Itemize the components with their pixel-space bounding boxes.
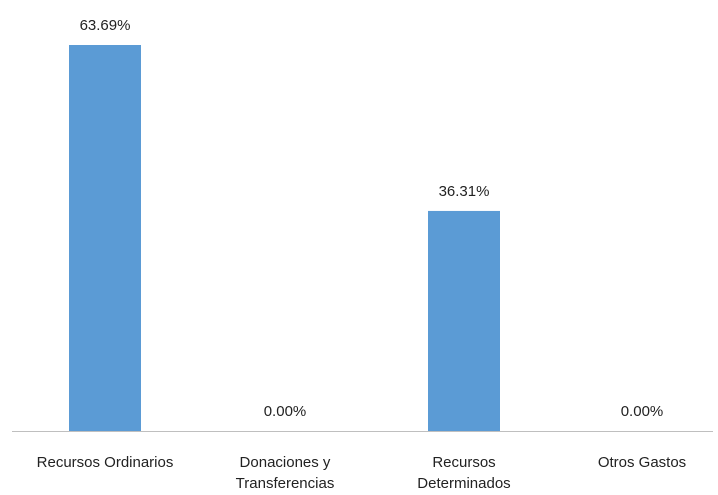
category-label-2: Recursos Determinados — [417, 454, 510, 492]
category-label-0: Recursos Ordinarios — [37, 454, 174, 471]
data-label-3: 0.00% — [621, 403, 664, 420]
category-label-1-line-0: Donaciones y — [240, 454, 331, 471]
data-labels-group: 63.69% 0.00% 36.31% 0.00% — [80, 17, 664, 420]
data-label-0: 63.69% — [80, 17, 131, 34]
category-label-1-line-1: Transferencias — [236, 475, 335, 492]
category-label-3-line-0: Otros Gastos — [598, 454, 686, 471]
category-label-1: Donaciones y Transferencias — [236, 454, 335, 492]
data-label-2: 36.31% — [439, 183, 490, 200]
category-label-3: Otros Gastos — [598, 454, 686, 471]
category-label-0-line-0: Recursos Ordinarios — [37, 454, 174, 471]
category-labels-group: Recursos Ordinarios Donaciones y Transfere… — [37, 454, 687, 492]
bar-2 — [428, 211, 500, 431]
category-label-2-line-1: Determinados — [417, 475, 510, 492]
bars-group — [69, 45, 500, 431]
data-label-1: 0.00% — [264, 403, 307, 420]
category-label-2-line-0: Recursos — [432, 454, 495, 471]
bar-0 — [69, 45, 141, 431]
